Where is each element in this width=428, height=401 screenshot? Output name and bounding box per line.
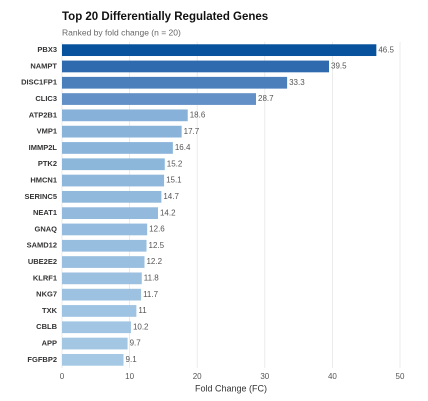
value-label: 11.8 <box>144 273 160 282</box>
bar <box>62 223 148 236</box>
y-tick-label: GNAQ <box>35 224 58 233</box>
value-label: 11.7 <box>143 290 159 299</box>
y-tick-label: DISC1FP1 <box>21 78 57 87</box>
y-tick-label: UBE2E2 <box>28 257 57 266</box>
bar <box>62 239 147 252</box>
x-tick-label: 10 <box>125 372 134 381</box>
y-tick-label: FGFBP2 <box>27 355 57 364</box>
bar <box>62 305 137 317</box>
value-label: 14.7 <box>163 192 179 201</box>
bar <box>62 142 173 154</box>
y-tick-label: KLRF1 <box>33 273 57 282</box>
x-axis-title: Fold Change (FC) <box>195 383 267 393</box>
y-tick-label: CLIC3 <box>35 94 57 103</box>
y-tick-label: NAMPT <box>30 61 57 70</box>
x-tick-label: 50 <box>396 372 405 381</box>
value-label: 46.5 <box>378 45 394 54</box>
y-tick-label: VMP1 <box>37 127 57 136</box>
value-label: 10.2 <box>133 322 149 331</box>
bar <box>62 109 188 122</box>
chart-subtitle: Ranked by fold change (n = 20) <box>62 27 181 37</box>
y-tick-label: NEAT1 <box>33 208 57 217</box>
bar <box>62 353 124 366</box>
y-tick-label: APP <box>42 339 57 348</box>
y-tick-label: PTK2 <box>38 159 57 168</box>
value-label: 9.1 <box>126 355 138 364</box>
y-tick-label: CBLB <box>36 322 57 331</box>
bar <box>62 60 330 73</box>
value-label: 39.5 <box>331 62 347 71</box>
value-label: 33.3 <box>289 78 305 87</box>
x-tick-label: 30 <box>260 372 269 381</box>
chart-title: Top 20 Differentially Regulated Genes <box>62 11 268 23</box>
bar <box>62 190 162 203</box>
bar <box>62 76 288 89</box>
value-label: 15.1 <box>166 176 182 185</box>
bar <box>62 158 165 171</box>
y-tick-label: PBX3 <box>37 45 57 54</box>
bar <box>62 207 158 220</box>
y-tick-label: SAMD12 <box>27 241 57 250</box>
bar <box>62 44 377 57</box>
value-label: 17.7 <box>184 127 200 136</box>
x-tick-label: 0 <box>60 372 65 381</box>
y-tick-label: HMCN1 <box>30 176 57 185</box>
value-label: 18.6 <box>190 110 206 119</box>
value-label: 28.7 <box>258 94 274 103</box>
bar <box>62 337 128 350</box>
y-tick-label: NKG7 <box>36 290 57 299</box>
value-label: 16.4 <box>175 143 191 152</box>
x-tick-label: 40 <box>328 372 337 381</box>
bar <box>62 288 142 301</box>
bar <box>62 321 131 334</box>
bar <box>62 174 165 187</box>
y-tick-label: SERINC5 <box>24 192 57 201</box>
bar <box>62 93 257 105</box>
value-label: 14.2 <box>160 208 176 217</box>
value-label: 12.6 <box>149 225 165 234</box>
value-label: 15.2 <box>167 159 183 168</box>
value-label: 12.2 <box>146 257 162 266</box>
value-label: 12.5 <box>149 241 165 250</box>
value-label: 11 <box>138 306 147 315</box>
y-tick-label: ATP2B1 <box>29 110 57 119</box>
x-tick-label: 20 <box>193 372 202 381</box>
y-tick-label: IMMP2L <box>29 143 58 152</box>
bar <box>62 256 145 268</box>
bar <box>62 272 142 285</box>
bar <box>62 125 182 138</box>
y-tick-label: TXK <box>42 306 58 315</box>
value-label: 9.7 <box>130 339 142 348</box>
